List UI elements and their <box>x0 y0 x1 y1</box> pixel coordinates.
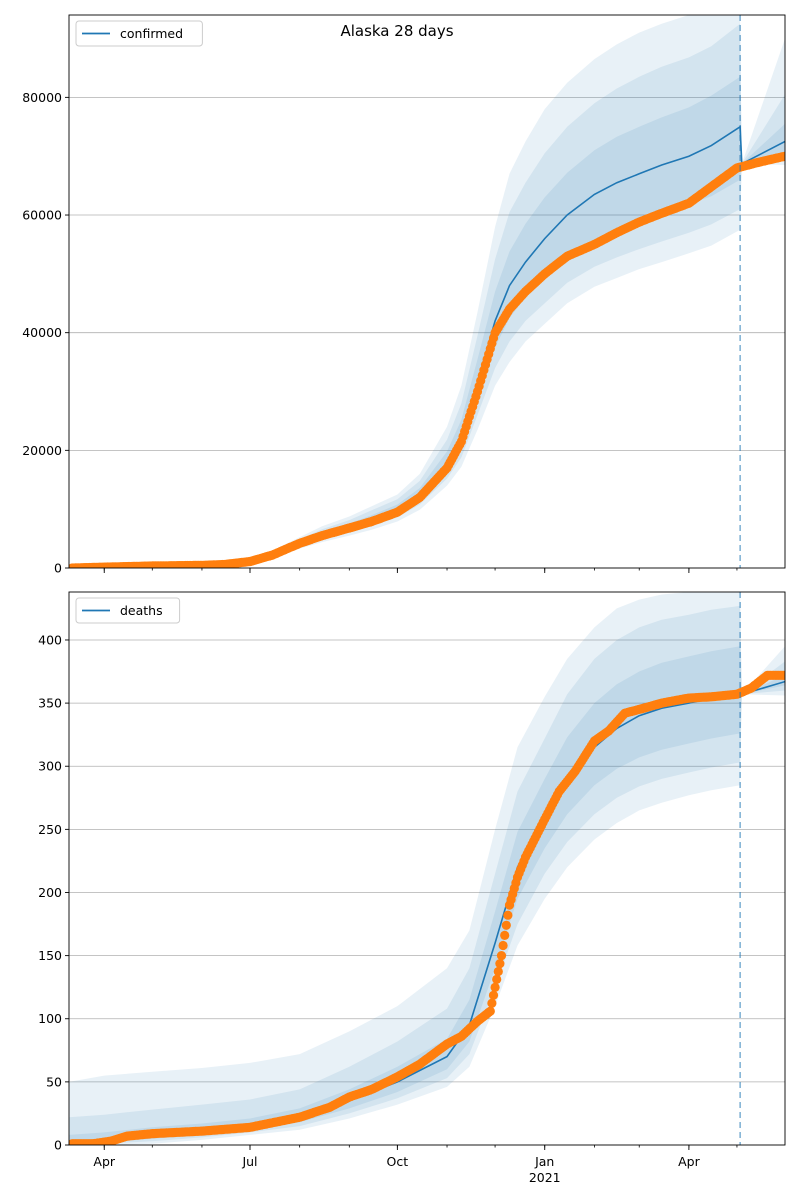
uncertainty-band-inner <box>69 76 785 568</box>
y-tick-label: 40000 <box>22 325 62 340</box>
axes-frame <box>68 14 786 569</box>
y-tick-label: 80000 <box>22 90 62 105</box>
x-tick-label: Jan <box>534 1154 554 1169</box>
observed-point <box>500 930 510 941</box>
y-tick-label: 250 <box>38 822 62 837</box>
axes-frame <box>68 591 786 1146</box>
observed-point <box>488 990 499 1000</box>
legend: confirmed <box>75 20 203 47</box>
y-tick-label: 0 <box>54 1138 62 1153</box>
y-tick-label: 100 <box>38 1011 62 1026</box>
y-tick-label: 60000 <box>22 208 62 223</box>
y-axis: 0 50 100 150 200 250 300 350 400 <box>38 632 69 1153</box>
legend-box <box>75 597 181 624</box>
y-tick-label: 300 <box>38 759 62 774</box>
y-tick-label: 150 <box>38 948 62 963</box>
legend-box <box>75 20 203 47</box>
x-tick-label: Apr <box>93 1154 115 1169</box>
observed-point <box>780 151 785 161</box>
x-tick-label: Apr <box>678 1154 700 1169</box>
observed-points <box>69 151 785 568</box>
y-tick-label: 400 <box>38 632 62 647</box>
uncertainty-band-middle <box>69 23 785 568</box>
observed-point <box>498 940 508 951</box>
x-tick-year-label: 2021 <box>529 1170 561 1185</box>
figure-title: Alaska 28 days <box>340 22 453 40</box>
observed-point <box>503 910 513 920</box>
observed-point <box>493 966 503 977</box>
observed-point <box>495 959 505 969</box>
x-axis <box>103 568 738 573</box>
legend-label: confirmed <box>120 26 183 41</box>
uncertainty-band-inner <box>69 646 785 1145</box>
grid-lines <box>69 96 785 451</box>
plot-area <box>69 592 785 1145</box>
legend: deaths <box>75 597 181 624</box>
y-tick-label: 0 <box>54 561 62 576</box>
x-tick-label: Jul <box>241 1154 257 1169</box>
deaths-panel: 0 50 100 150 200 250 300 350 400 Apr Jul Oct Jan2021… <box>38 591 786 1185</box>
observed-point <box>780 670 785 680</box>
y-tick-label: 50 <box>46 1074 62 1089</box>
y-axis: 0 20000 40000 60000 80000 <box>22 90 69 576</box>
y-tick-label: 200 <box>38 885 62 900</box>
observed-point <box>490 982 500 993</box>
y-tick-label: 350 <box>38 696 62 711</box>
observed-point <box>485 1006 495 1016</box>
x-tick-label: Oct <box>387 1154 409 1169</box>
uncertainty-band-outer <box>69 15 785 568</box>
observed-point <box>492 974 502 985</box>
grid-lines <box>69 639 785 1083</box>
observed-points <box>69 670 785 1145</box>
observed-point <box>496 951 507 961</box>
observed-point <box>487 998 497 1008</box>
plot-area <box>69 15 785 568</box>
legend-label: deaths <box>120 603 163 618</box>
observed-point <box>501 920 511 930</box>
uncertainty-band-middle <box>69 605 785 1145</box>
y-tick-label: 20000 <box>22 443 62 458</box>
confirmed-panel: 0 20000 40000 60000 80000 confirmed <box>22 14 786 576</box>
